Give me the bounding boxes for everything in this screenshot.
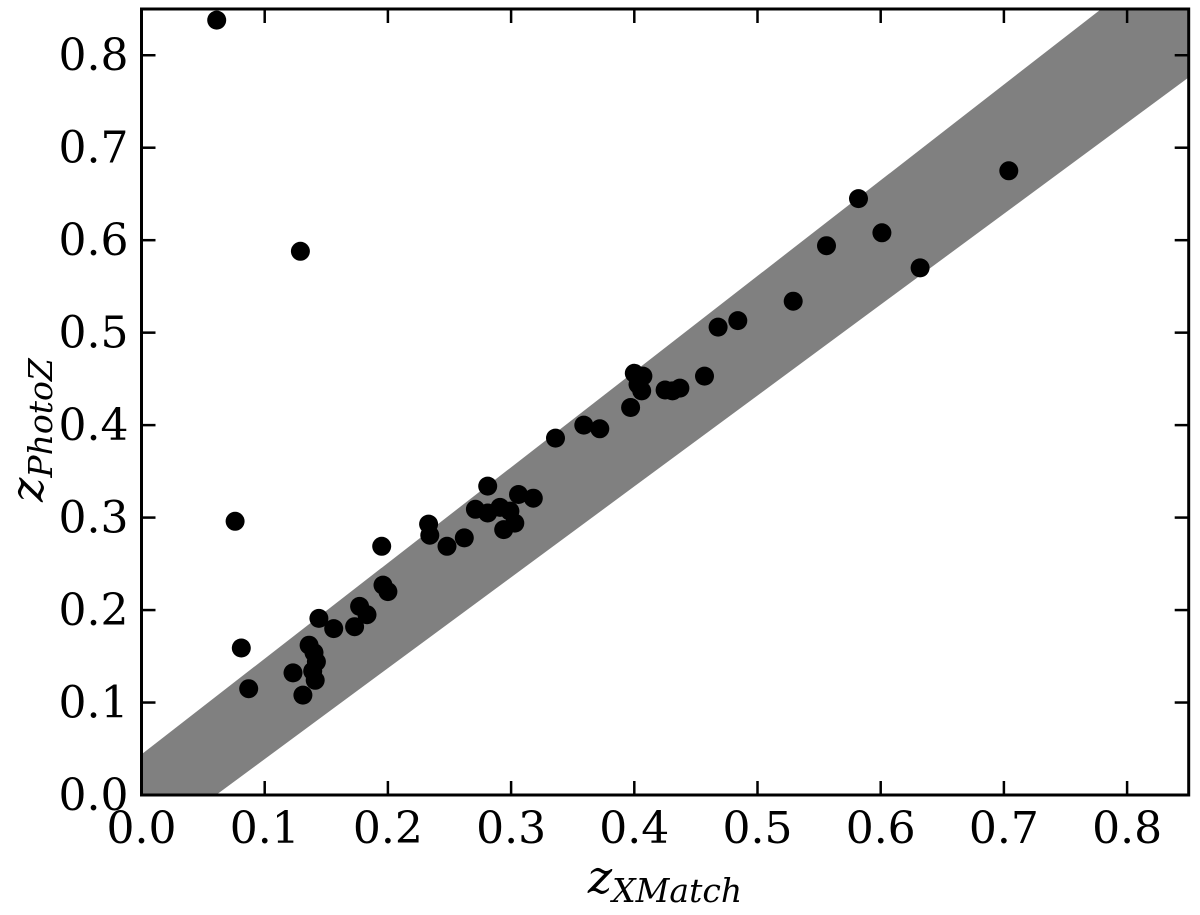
data-point [590,419,610,439]
data-point [817,236,836,256]
y-tick-label: 0.7 [59,123,129,174]
x-tick-label: 0.7 [969,803,1039,854]
data-point [546,428,565,448]
data-point [293,685,313,705]
data-point [910,258,930,278]
x-tick-label: 0.8 [1092,803,1162,854]
data-point [207,10,227,30]
x-axis-label-subscript: XMatch [612,871,743,910]
y-tick-label: 0.0 [59,770,129,821]
x-tick-label: 0.5 [723,803,793,854]
data-point [290,241,310,261]
data-point [695,366,714,386]
data-point [708,317,728,337]
data-point [283,663,303,683]
x-axis-label-main: z [587,850,613,904]
data-point [783,291,803,311]
data-point [239,679,259,699]
y-axis-label-main: z [0,477,54,502]
y-axis-label: zPhotoZ [0,280,64,580]
data-point [574,415,594,435]
data-point [357,605,377,625]
data-point [324,619,344,639]
data-point [305,670,325,690]
data-point [632,381,652,401]
data-point [345,617,365,637]
data-point [505,513,525,533]
x-tick-label: 0.0 [107,803,177,854]
y-tick-label: 0.5 [59,308,129,359]
data-point [378,582,398,602]
data-point [509,485,528,504]
data-point [478,476,498,496]
data-point [225,511,245,531]
y-tick-label: 0.6 [59,215,129,266]
y-tick-label: 0.4 [59,400,129,451]
data-point [420,525,440,545]
y-tick-label: 0.3 [59,493,129,544]
y-tick-label: 0.2 [59,585,129,636]
axes-frame [140,7,1191,797]
data-point [849,189,868,209]
data-point [454,528,474,548]
x-tick-label: 0.6 [846,803,916,854]
data-point [437,536,457,556]
agreement-band [141,9,1189,795]
data-point [621,398,641,417]
x-tick-label: 0.4 [599,803,669,854]
x-tick-label: 0.2 [353,803,423,854]
y-tick-label: 0.8 [59,30,129,81]
data-point [999,161,1019,181]
data-point [309,608,329,628]
data-point [670,378,690,398]
y-axis-label-subscript: PhotoZ [21,358,60,478]
data-point [728,311,748,331]
data-point [523,488,543,508]
data-point [231,638,251,658]
x-axis-label: zXMatch [141,854,1189,910]
y-tick-label: 0.1 [59,678,129,729]
data-point [372,536,392,556]
data-point [872,223,892,243]
data-point [633,366,653,386]
x-tick-label: 0.1 [230,803,300,854]
x-tick-label: 0.3 [476,803,546,854]
